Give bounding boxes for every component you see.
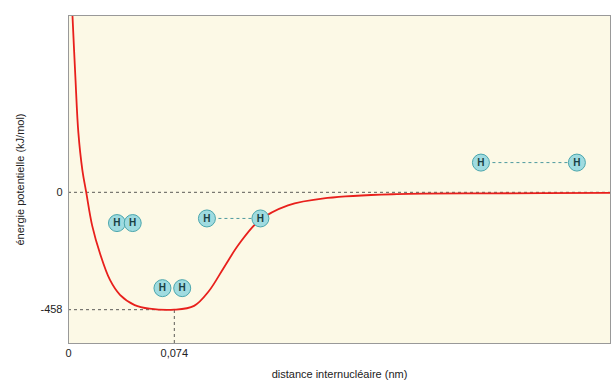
svg-text:0,074: 0,074 <box>161 347 189 359</box>
svg-text:H: H <box>159 282 166 293</box>
svg-text:0: 0 <box>56 186 62 198</box>
svg-text:H: H <box>477 157 484 168</box>
svg-text:H: H <box>257 213 264 224</box>
svg-text:H: H <box>573 157 580 168</box>
svg-text:-458: -458 <box>40 303 62 315</box>
svg-text:H: H <box>129 217 136 228</box>
svg-text:0: 0 <box>65 347 71 359</box>
svg-text:H: H <box>203 213 210 224</box>
svg-text:distance internucléaire (nm): distance internucléaire (nm) <box>272 368 408 380</box>
svg-text:H: H <box>113 217 120 228</box>
svg-text:H: H <box>179 282 186 293</box>
svg-text:énergie potentielle (kJ/mol): énergie potentielle (kJ/mol) <box>14 113 26 245</box>
